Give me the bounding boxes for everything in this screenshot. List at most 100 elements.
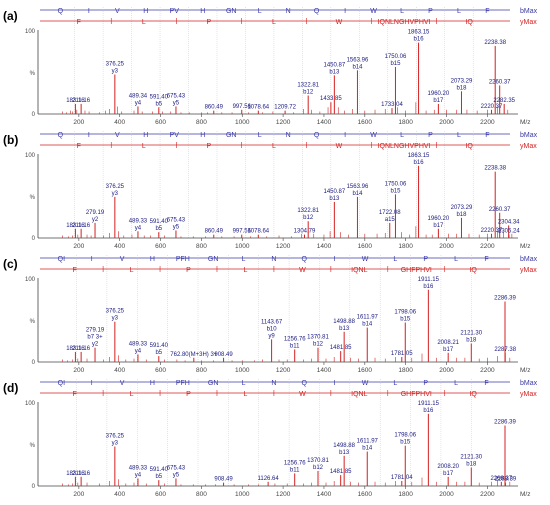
b-sequence-residue: I (88, 8, 90, 15)
peak-ion-label: b18 (466, 462, 477, 468)
y-series-name: yMax (520, 267, 537, 274)
peak-mz-label: 211.16 (72, 471, 91, 477)
b-sequence-residue: P (428, 8, 433, 15)
b-sequence-residue: H (150, 256, 155, 263)
y-sequence-residue: GHFPHVI (401, 391, 432, 398)
peak-mz-label: 2282.35 (493, 98, 515, 104)
peak-mz-label: 1256.76 (284, 336, 306, 342)
peak-mz-label: 860.49 (205, 229, 224, 235)
x-tick-label: 400 (114, 367, 125, 374)
b-sequence-residue: Q (314, 8, 320, 15)
y-sequence-residue: W (299, 391, 306, 398)
peak-mz-label: 2220.37 (481, 228, 503, 234)
x-tick-label: 2200 (480, 119, 495, 126)
b-sequence-residue: H (200, 8, 205, 15)
peak-ion-label: b7 3+ (87, 335, 103, 341)
b-sequence-residue: H (143, 8, 148, 15)
peak-ion-label: b17 (443, 347, 454, 353)
b-sequence-residue: I (334, 256, 336, 263)
peak-ion-label: a15 (385, 217, 396, 223)
peak-ion-label: y3 (112, 316, 119, 322)
peak-mz-label: 211.16 (72, 346, 91, 352)
b-sequence-residue: L (454, 380, 458, 387)
x-tick-label: 2200 (480, 491, 495, 498)
y-sequence-residue: IQNLNGHVPHVI (378, 143, 431, 150)
y-sequence-residue: F (72, 267, 76, 274)
b-sequence-residue: L (242, 256, 246, 263)
peak-mz-label: 908.49 (214, 477, 233, 483)
peak-mz-label: 860.49 (205, 105, 224, 111)
y-sequence-residue: P (207, 19, 212, 26)
x-tick-label: 800 (196, 119, 207, 126)
peak-ion-label: y3 (112, 441, 119, 447)
peak-mz-label: 1322.81 (297, 208, 319, 214)
b-sequence-residue: V (120, 256, 125, 263)
peak-ion-label: b18 (456, 85, 467, 91)
b-sequence-residue: H (150, 380, 155, 387)
b-sequence-residue: PV (170, 8, 180, 15)
peak-mz-label: 1960.20 (428, 91, 450, 97)
peak-mz-label: 1611.97 (357, 439, 379, 445)
x-tick-label: 600 (155, 491, 166, 498)
x-tick-label: 200 (73, 491, 84, 498)
peak-mz-label: 2238.38 (484, 40, 506, 46)
y-sequence-residue: W (336, 143, 343, 150)
b-series-name: bMax (520, 8, 538, 15)
peak-mz-label: 2304.34 (498, 219, 520, 225)
peak-mz-label: 1798.06 (394, 433, 416, 439)
x-tick-label: 2000 (439, 243, 454, 250)
x-unit-label: M/z (520, 119, 530, 126)
peak-mz-label: 762.80(M+3H) 3+ (170, 352, 218, 358)
peak-mz-label: 1143.67 (261, 319, 283, 325)
b-sequence-residue: F (485, 8, 489, 15)
y-tick-label: 100 (25, 29, 36, 35)
b-sequence-residue: L (400, 8, 404, 15)
peak-mz-label: 1798.06 (394, 310, 416, 316)
x-tick-label: 1600 (358, 119, 373, 126)
x-tick-label: 2000 (439, 119, 454, 126)
x-tick-label: 1800 (398, 367, 413, 374)
peak-mz-label: 1750.06 (385, 181, 407, 187)
peak-ion-label: b12 (303, 90, 314, 96)
b-sequence-residue: H (143, 132, 148, 139)
b-series-name: bMax (520, 256, 538, 263)
peak-mz-label: 183.16 (66, 98, 85, 104)
peak-mz-label: 997.56 (233, 104, 252, 110)
peak-ion-label: y9 (268, 333, 275, 339)
peak-ion-label: y2 (92, 342, 99, 348)
y-sequence-residue: IQ (469, 267, 477, 274)
peak-mz-label: 1481.85 (330, 345, 352, 351)
y-sequence-residue: IQ (465, 143, 473, 150)
peak-ion-label: b5 (155, 101, 162, 107)
x-tick-label: 1200 (276, 367, 291, 374)
peak-mz-label: 1078.64 (247, 229, 269, 235)
x-tick-label: 400 (114, 491, 125, 498)
peak-ion-label: b5 (155, 350, 162, 356)
y-tick-label: % (30, 319, 36, 325)
x-tick-label: 1400 (317, 491, 332, 498)
b-sequence-residue: F (485, 132, 489, 139)
peak-ion-label: b13 (339, 450, 350, 456)
peak-mz-label: 2287.38 (494, 347, 516, 353)
y-sequence-residue: IQ (469, 391, 477, 398)
panel-label: (c) (3, 257, 18, 271)
b-sequence-residue: V (120, 380, 125, 387)
peak-ion-label: y2 (92, 217, 99, 223)
b-sequence-residue: P (423, 256, 428, 263)
x-tick-label: 1800 (398, 243, 413, 250)
peak-ion-label: b13 (329, 196, 340, 202)
x-tick-label: 200 (73, 243, 84, 250)
peak-mz-label: 1322.81 (297, 83, 319, 89)
b-sequence-residue: I (88, 132, 90, 139)
y-series-name: yMax (520, 143, 537, 150)
y-sequence-residue: IQNL (351, 391, 367, 398)
y-sequence-residue: IQ (465, 19, 473, 26)
x-tick-label: 1600 (358, 367, 373, 374)
y-sequence-residue: L (272, 19, 276, 26)
peak-mz-label: 591.40 (150, 343, 169, 349)
peak-ion-label: y4 (135, 348, 142, 354)
x-tick-label: 1800 (398, 491, 413, 498)
